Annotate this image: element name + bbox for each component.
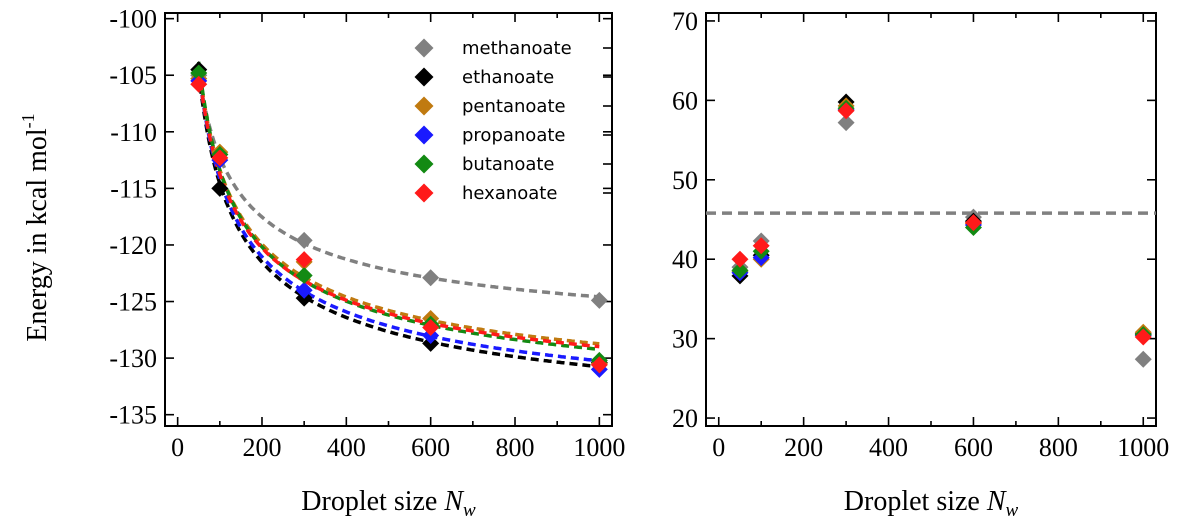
y-tick-label: 40 bbox=[672, 245, 698, 274]
y-tick-label: -105 bbox=[109, 61, 157, 90]
data-point-hexanoate bbox=[752, 237, 770, 255]
legend-label-methanoate: methanoate bbox=[462, 38, 572, 59]
legend-marker-hexanoate bbox=[414, 183, 434, 203]
legend-marker-ethanoate bbox=[414, 67, 434, 87]
x-tick-label: 200 bbox=[242, 433, 281, 462]
chart-panel-1: 0 200 400 600 800 1000 -100 -105 -110 -115 -120 -12… bbox=[18, 5, 625, 521]
y-tick-label: 70 bbox=[672, 7, 698, 36]
fit-curve-hexanoate bbox=[196, 69, 600, 349]
y-tick-label: 50 bbox=[672, 166, 698, 195]
data-point-methanoate bbox=[295, 231, 313, 249]
data-point-butanoate bbox=[295, 267, 313, 285]
data-point-methanoate bbox=[837, 114, 855, 132]
data-point-butanoate bbox=[190, 64, 208, 82]
data-point-hexanoate bbox=[837, 102, 855, 120]
x-tick-label: 600 bbox=[954, 433, 993, 462]
x-tick-label: 0 bbox=[712, 433, 725, 462]
fit-curve-propanoate bbox=[196, 68, 600, 363]
legend: methanoate ethanoate pentanoate propanoate b… bbox=[414, 38, 612, 204]
legend-marker-propanoate bbox=[414, 125, 434, 145]
data-point-hexanoate bbox=[295, 251, 313, 269]
x-tick-label: 0 bbox=[171, 433, 184, 462]
x-axis-title: Droplet size Nw bbox=[844, 486, 1019, 521]
y-axis-title: Energy in kcal mol-1 bbox=[18, 113, 53, 341]
plot-frame bbox=[705, 12, 1157, 427]
x-tick-label: 800 bbox=[496, 433, 535, 462]
y-tick-label: -125 bbox=[109, 288, 157, 317]
y-tick-label: -120 bbox=[109, 231, 157, 260]
x-axis-title-sub: w bbox=[1006, 500, 1019, 521]
fit-curve-butanoate bbox=[196, 61, 600, 352]
legend-marker-methanoate bbox=[414, 38, 434, 58]
data-point-ethanoate bbox=[211, 179, 229, 197]
x-tick-label: 800 bbox=[1039, 433, 1078, 462]
x-axis-title-sub: w bbox=[463, 500, 476, 521]
data-point-hexanoate bbox=[731, 250, 749, 268]
data-point-hexanoate bbox=[1134, 328, 1152, 346]
y-tick-label: 60 bbox=[672, 86, 698, 115]
legend-marker-butanoate bbox=[414, 154, 434, 174]
x-tick-label: 1000 bbox=[573, 433, 625, 462]
x-tick-label: 400 bbox=[869, 433, 908, 462]
y-tick-label: -100 bbox=[109, 5, 157, 34]
data-point-methanoate bbox=[590, 291, 608, 309]
x-axis-title-var: N bbox=[443, 486, 464, 517]
x-axis-title-text: Droplet size bbox=[301, 486, 444, 517]
x-tick-label: 1000 bbox=[1117, 433, 1169, 462]
x-tick-label: 400 bbox=[327, 433, 366, 462]
legend-label-propanoate: propanoate bbox=[462, 125, 565, 146]
y-tick-label: 30 bbox=[672, 325, 698, 354]
y-axis-title-text: Energy in kcal mol bbox=[22, 128, 53, 342]
x-axis-title: Droplet size Nw bbox=[301, 486, 476, 521]
data-point-hexanoate bbox=[422, 319, 440, 337]
chart-panel-2: 0 200 400 600 800 1000 20 30 40 50 60 70 Droplet siz… bbox=[672, 7, 1169, 521]
x-axis-title-var: N bbox=[986, 486, 1007, 517]
data-point-hexanoate bbox=[964, 214, 982, 232]
legend-label-ethanoate: ethanoate bbox=[462, 67, 554, 88]
legend-label-pentanoate: pentanoate bbox=[462, 96, 566, 117]
legend-label-butanoate: butanoate bbox=[462, 154, 555, 175]
data-point-methanoate bbox=[1134, 350, 1152, 368]
x-tick-label: 200 bbox=[784, 433, 823, 462]
y-axis-title-sup: -1 bbox=[18, 113, 38, 128]
y-tick-label: 20 bbox=[672, 404, 698, 433]
y-tick-label: -135 bbox=[109, 401, 157, 430]
fit-curve-ethanoate bbox=[196, 72, 600, 369]
legend-marker-pentanoate bbox=[414, 96, 434, 116]
x-tick-label: 600 bbox=[411, 433, 450, 462]
data-point-hexanoate bbox=[590, 356, 608, 374]
data-point-methanoate bbox=[422, 269, 440, 287]
data-point-butanoate bbox=[731, 261, 749, 279]
fit-curve-pentanoate bbox=[196, 63, 600, 346]
fit-curve-methanoate bbox=[196, 72, 600, 299]
data-point-propanoate bbox=[295, 281, 313, 299]
y-tick-label: -115 bbox=[110, 174, 157, 203]
x-axis-title-text: Droplet size bbox=[844, 486, 987, 517]
y-tick-label: -130 bbox=[109, 344, 157, 373]
data-point-hexanoate bbox=[211, 149, 229, 167]
y-tick-label: -110 bbox=[110, 118, 157, 147]
data-point-hexanoate bbox=[190, 75, 208, 93]
legend-label-hexanoate: hexanoate bbox=[462, 183, 557, 204]
